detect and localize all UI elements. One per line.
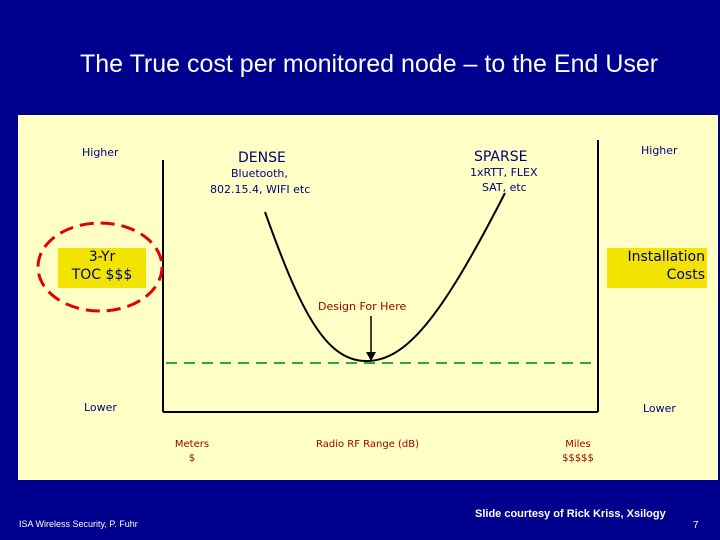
toc-line1: 3-Yr bbox=[88, 249, 116, 265]
x-right-line2: $$$$$ bbox=[562, 453, 594, 464]
design-label: Design For Here bbox=[318, 300, 407, 313]
x-left-line2: $ bbox=[188, 453, 196, 464]
x-center-label: Radio RF Range (dB) bbox=[316, 439, 420, 450]
diagram-panel bbox=[18, 115, 718, 480]
lower-left-label: Lower bbox=[84, 401, 117, 414]
sparse-line2: SAT, etc bbox=[482, 181, 527, 194]
sparse-title: SPARSE bbox=[474, 149, 528, 165]
footer-left: ISA Wireless Security, P. Fuhr bbox=[19, 519, 138, 529]
dense-line1: Bluetooth, bbox=[231, 167, 288, 180]
higher-right-label: Higher bbox=[641, 144, 678, 157]
dense-title: DENSE bbox=[238, 150, 286, 166]
x-right-line1: Miles bbox=[565, 439, 591, 450]
install-line1: Installation bbox=[627, 249, 705, 265]
cost-curve bbox=[264, 192, 506, 363]
installation-box: Installation Costs bbox=[607, 248, 707, 288]
toc-circle bbox=[36, 221, 164, 313]
x-left-line1: Meters bbox=[174, 439, 210, 450]
toc-box: 3-Yr TOC $$$ bbox=[58, 248, 146, 288]
install-line2: Costs bbox=[666, 267, 705, 283]
x-right-label: Miles $$$$$ bbox=[548, 438, 608, 466]
toc-line2: TOC $$$ bbox=[71, 267, 133, 283]
footer-right: Slide courtesy of Rick Kriss, Xsilogy bbox=[475, 508, 666, 520]
page-number: 7 bbox=[693, 520, 699, 531]
x-left-label: Meters $ bbox=[166, 438, 218, 466]
lower-right-label: Lower bbox=[643, 402, 676, 415]
dense-line2: 802.15.4, WIFI etc bbox=[210, 183, 311, 196]
sparse-line1: 1xRTT, FLEX bbox=[470, 166, 538, 179]
slide-title: The True cost per monitored node – to th… bbox=[80, 50, 659, 78]
higher-left-label: Higher bbox=[82, 146, 119, 159]
design-arrowhead bbox=[366, 352, 376, 361]
